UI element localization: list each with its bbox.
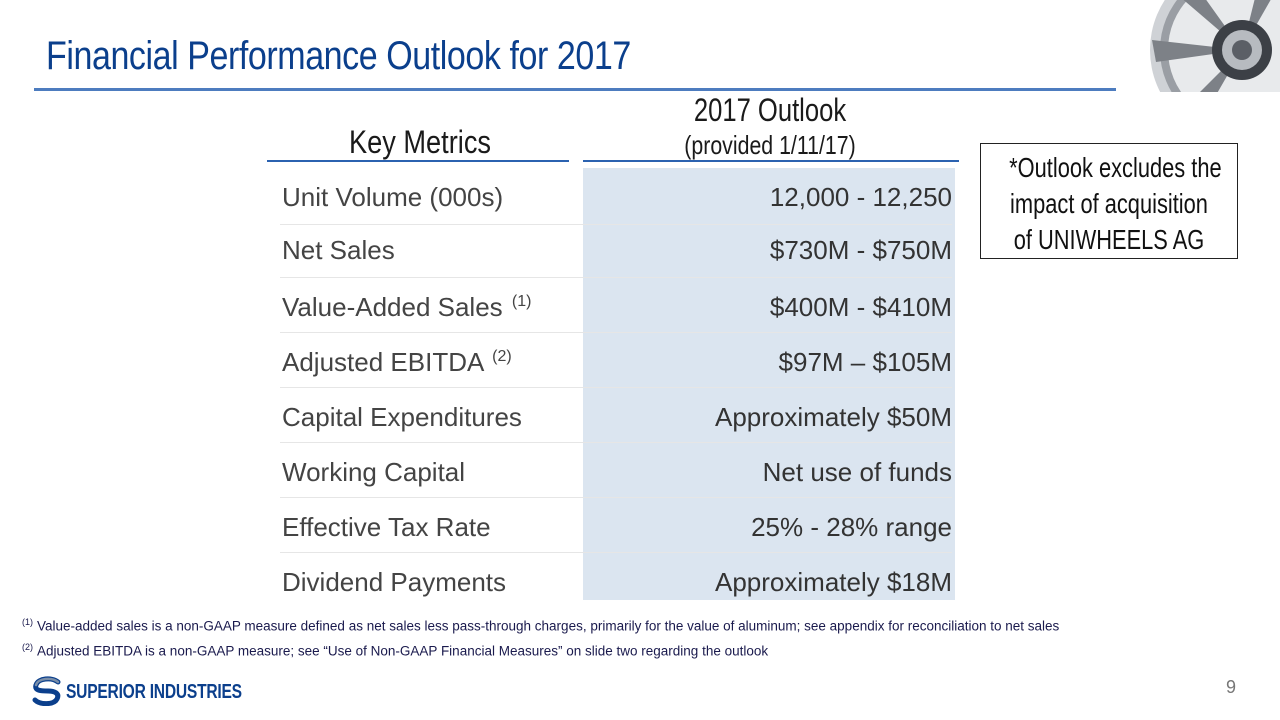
header-underline-left — [267, 160, 569, 162]
outlook-column-shading — [583, 168, 955, 600]
row-value: $400M - $410M — [769, 292, 952, 322]
row-value: Approximately $50M — [715, 402, 952, 432]
acquisition-note-box: *Outlook excludes the impact of acquisit… — [980, 143, 1238, 259]
footnote: (2) Adjusted EBITDA is a non-GAAP measure… — [22, 641, 769, 659]
wheel-image — [1142, 0, 1280, 92]
footnote-ref: (2) — [492, 348, 512, 365]
row-label: Capital Expenditures — [282, 402, 522, 432]
footnote: (1) Value-added sales is a non-GAAP measu… — [22, 617, 1060, 634]
title-divider — [34, 88, 1116, 91]
row-value: Approximately $18M — [715, 567, 952, 597]
header-key-metrics: Key Metrics — [348, 124, 492, 160]
note-line: impact of acquisition — [1010, 188, 1208, 219]
row-value: 25% - 28% range — [751, 512, 952, 542]
footnote-ref: (1) — [511, 293, 532, 310]
header-underline-right — [583, 160, 959, 162]
table-row: Net Sales $730M - $750M — [280, 225, 952, 278]
row-value: $97M – $105M — [778, 347, 952, 377]
table-row: Dividend Payments Approximately $18M — [280, 553, 952, 607]
superior-s-logo-icon — [32, 676, 61, 706]
table-row: Capital Expenditures Approximately $50M — [280, 388, 952, 443]
header-2017-outlook: 2017 Outlook — [693, 92, 847, 128]
row-value: $730M - $750M — [769, 235, 952, 265]
company-name: SUPERIOR INDUSTRIES — [66, 681, 242, 703]
row-value: 12,000 - 12,250 — [769, 182, 952, 212]
table-row: Effective Tax Rate 25% - 28% range — [280, 498, 952, 553]
table-row: Adjusted EBITDA (2) $97M – $105M — [280, 333, 952, 388]
row-value: Net use of funds — [762, 457, 952, 487]
row-label: Value-Added Sales (1) — [282, 292, 532, 322]
footnotes: (1) Value-added sales is a non-GAAP measu… — [22, 612, 1272, 661]
row-label: Net Sales — [282, 235, 395, 265]
table-row: Unit Volume (000s) 12,000 - 12,250 — [280, 172, 952, 225]
table-row: Value-Added Sales (1) $400M - $410M — [280, 278, 952, 333]
table-row: Working Capital Net use of funds — [280, 443, 952, 498]
row-label: Effective Tax Rate — [282, 512, 491, 542]
metrics-table: Unit Volume (000s) 12,000 - 12,250 Net S… — [280, 172, 952, 607]
page-number: 9 — [1226, 677, 1237, 697]
row-label: Unit Volume (000s) — [282, 182, 504, 212]
row-label: Adjusted EBITDA (2) — [282, 347, 512, 377]
note-line: of UNIWHEELS AG — [1013, 224, 1205, 255]
header-provided-date: (provided 1/11/17) — [684, 130, 856, 160]
slide-title: Financial Performance Outlook for 2017 — [46, 34, 631, 78]
row-label: Working Capital — [282, 457, 466, 487]
row-label: Dividend Payments — [282, 567, 506, 597]
note-line: *Outlook excludes the — [1009, 152, 1222, 183]
